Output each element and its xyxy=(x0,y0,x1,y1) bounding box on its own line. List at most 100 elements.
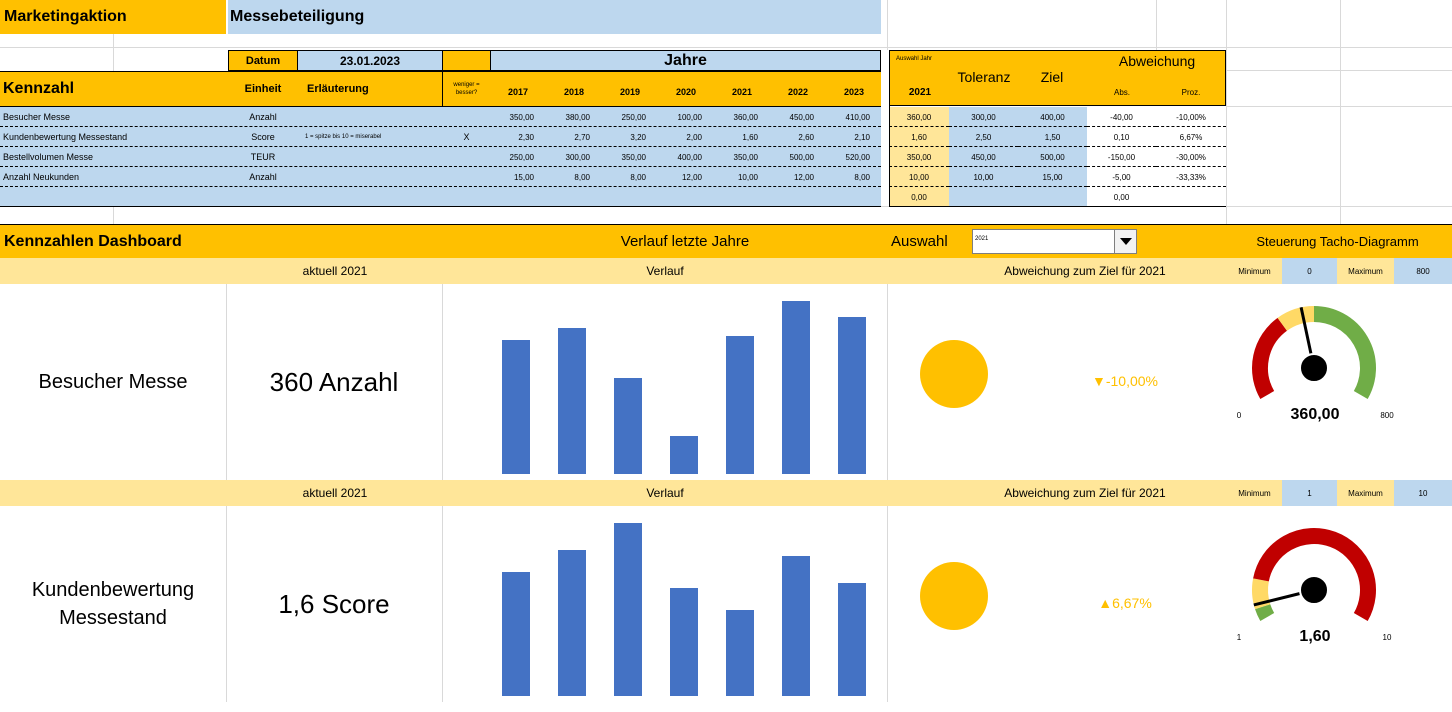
row-proz: 6,67% xyxy=(1179,132,1203,142)
row-value[interactable]: 250,00 xyxy=(509,152,534,162)
row-selected-value[interactable]: 1,60 xyxy=(911,132,927,142)
row-value[interactable]: 8,00 xyxy=(574,172,590,182)
row-value[interactable]: 100,00 xyxy=(677,112,702,122)
row-name[interactable]: Anzahl Neukunden xyxy=(3,172,80,182)
right-header-bg xyxy=(889,50,1226,106)
panel-min-value[interactable]: 1 xyxy=(1282,480,1337,506)
auswahl-year-header: 2021 xyxy=(890,80,950,104)
row-value[interactable] xyxy=(826,187,880,207)
row-selected-value[interactable]: 350,00 xyxy=(906,152,932,162)
row-value[interactable]: 3,20 xyxy=(630,132,646,142)
row-value[interactable]: 1,60 xyxy=(742,132,758,142)
grid-line xyxy=(1226,106,1452,107)
row-weniger[interactable] xyxy=(443,107,490,127)
row-toleranz[interactable]: 10,00 xyxy=(973,172,994,182)
panel-min-value[interactable]: 0 xyxy=(1282,258,1337,284)
row-proz xyxy=(1156,187,1226,207)
row-value[interactable] xyxy=(602,187,656,207)
row-ziel[interactable]: 400,00 xyxy=(1040,112,1065,122)
row-value[interactable]: 2,30 xyxy=(518,132,534,142)
row-value[interactable]: 12,00 xyxy=(681,172,702,182)
grid-line xyxy=(1226,70,1452,71)
year-select[interactable]: 2021 xyxy=(972,229,1137,254)
row-value[interactable]: 350,00 xyxy=(621,152,646,162)
row-name[interactable]: Bestellvolumen Messe xyxy=(3,152,94,162)
col-abweichung-text: Abweichung xyxy=(1118,53,1196,69)
row-value[interactable]: 2,60 xyxy=(798,132,814,142)
col-abs: Abs. xyxy=(1088,80,1156,104)
col-proz-text: Proz. xyxy=(1181,87,1201,97)
row-note[interactable] xyxy=(305,187,441,207)
row-note[interactable] xyxy=(305,167,441,187)
verlauf-bar-5 xyxy=(782,301,810,474)
verlauf-title-text: Verlauf letzte Jahre xyxy=(620,233,750,250)
row-value[interactable]: 8,00 xyxy=(630,172,646,182)
verlauf-title: Verlauf letzte Jahre xyxy=(560,225,810,258)
row-weniger[interactable] xyxy=(443,167,490,187)
row-value[interactable]: 12,00 xyxy=(793,172,814,182)
row-weniger[interactable] xyxy=(443,187,490,207)
col-abweichung: Abweichung xyxy=(1088,51,1226,71)
row-value[interactable]: 2,10 xyxy=(854,132,870,142)
row-value[interactable]: 350,00 xyxy=(733,152,758,162)
row-value[interactable]: 410,00 xyxy=(845,112,870,122)
panel-max-value[interactable]: 10 xyxy=(1394,480,1452,506)
row-toleranz[interactable]: 300,00 xyxy=(971,112,996,122)
row-name[interactable]: Besucher Messe xyxy=(3,112,71,122)
row-value[interactable]: 500,00 xyxy=(789,152,814,162)
row-unit[interactable]: Anzahl xyxy=(249,112,277,122)
row-ziel[interactable]: 1,50 xyxy=(1044,132,1061,142)
row-unit[interactable]: TEUR xyxy=(250,152,276,162)
row-unit[interactable]: Anzahl xyxy=(249,172,277,182)
col-toleranz-text: Toleranz xyxy=(957,69,1011,85)
verlauf-bar-3 xyxy=(670,588,698,696)
row-value[interactable]: 2,70 xyxy=(574,132,590,142)
dropdown-button[interactable] xyxy=(1114,230,1136,253)
row-value[interactable] xyxy=(490,187,544,207)
row-unit[interactable]: Score xyxy=(251,132,275,142)
row-weniger[interactable] xyxy=(443,147,490,167)
row-abs: -5,00 xyxy=(1112,172,1131,182)
row-weniger[interactable]: X xyxy=(463,132,470,142)
row-value[interactable] xyxy=(770,187,824,207)
table-header-bg xyxy=(0,71,881,107)
row-value[interactable]: 8,00 xyxy=(854,172,870,182)
row-value[interactable]: 10,00 xyxy=(737,172,758,182)
row-note[interactable] xyxy=(305,107,441,127)
panel-max-label: Maximum xyxy=(1348,488,1383,498)
row-value[interactable]: 2,00 xyxy=(686,132,702,142)
tacho-gauge xyxy=(1252,528,1376,621)
row-value[interactable]: 15,00 xyxy=(513,172,534,182)
row-value[interactable]: 350,00 xyxy=(509,112,534,122)
datum-value[interactable]: 23.01.2023 xyxy=(298,50,442,71)
row-note[interactable]: 1 = spitze bis 10 = miserabel xyxy=(305,134,382,140)
row-value[interactable] xyxy=(658,187,712,207)
row-name[interactable]: Kundenbewertung Messestand xyxy=(3,132,128,142)
row-selected-value[interactable]: 0,00 xyxy=(911,192,927,202)
abs-cell xyxy=(1087,127,1156,147)
row-value[interactable] xyxy=(546,187,600,207)
row-value[interactable]: 400,00 xyxy=(677,152,702,162)
row-value[interactable] xyxy=(714,187,768,207)
row-unit[interactable] xyxy=(228,187,298,207)
row-value[interactable]: 380,00 xyxy=(565,112,590,122)
row-value[interactable]: 450,00 xyxy=(789,112,814,122)
row-ziel[interactable]: 500,00 xyxy=(1040,152,1065,162)
row-toleranz[interactable]: 2,50 xyxy=(975,132,992,142)
row-selected-value[interactable]: 10,00 xyxy=(908,172,930,182)
row-ziel[interactable]: 15,00 xyxy=(1042,172,1063,182)
row-toleranz[interactable]: 450,00 xyxy=(971,152,996,162)
row-selected-value[interactable]: 360,00 xyxy=(906,112,932,122)
row-value[interactable]: 300,00 xyxy=(565,152,590,162)
table-row xyxy=(0,107,881,127)
row-value[interactable]: 360,00 xyxy=(733,112,758,122)
row-name[interactable] xyxy=(3,187,225,207)
row-value[interactable]: 520,00 xyxy=(845,152,870,162)
row-ziel[interactable] xyxy=(1018,187,1087,207)
row-note[interactable] xyxy=(305,147,441,167)
panel-max-value[interactable]: 800 xyxy=(1394,258,1452,284)
grid-line xyxy=(887,284,888,480)
row-toleranz[interactable] xyxy=(949,187,1018,207)
row-value[interactable]: 250,00 xyxy=(621,112,646,122)
grid-line xyxy=(1340,0,1341,224)
